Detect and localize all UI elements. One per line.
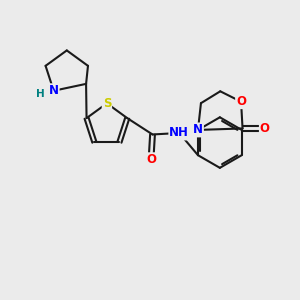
Text: S: S bbox=[103, 97, 111, 110]
Text: H: H bbox=[36, 89, 45, 99]
Text: O: O bbox=[146, 153, 156, 166]
Text: N: N bbox=[49, 84, 59, 97]
Text: NH: NH bbox=[169, 127, 189, 140]
Text: N: N bbox=[193, 123, 203, 136]
Text: O: O bbox=[236, 95, 246, 108]
Text: O: O bbox=[260, 122, 270, 135]
